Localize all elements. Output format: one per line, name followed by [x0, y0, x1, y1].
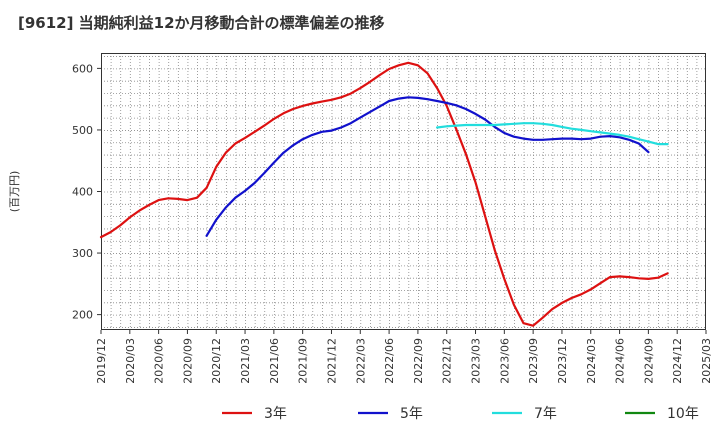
- x-tick-label: 2023/09: [527, 338, 540, 384]
- x-tick-label: 2024/12: [671, 338, 684, 384]
- series-layer: [99, 61, 669, 327]
- grid-layer: [101, 53, 706, 330]
- x-tick-label: 2024/03: [585, 338, 598, 384]
- y-tick-label: 600: [72, 62, 93, 75]
- plot-background: [101, 53, 706, 330]
- x-tick-label: 2021/06: [268, 338, 281, 384]
- x-tick-label: 2021/09: [297, 338, 310, 384]
- legend-label-1: 3年: [264, 406, 287, 422]
- x-tick-label: 2020/12: [210, 338, 223, 384]
- x-tick-label: 2023/06: [498, 338, 511, 384]
- x-tick-label: 2021/03: [239, 338, 252, 384]
- legend-label-4: 10年: [667, 406, 699, 422]
- legend-label-3: 7年: [534, 406, 557, 422]
- series-line-2: [205, 96, 650, 237]
- x-tick-label: 2022/06: [383, 338, 396, 384]
- legend-layer: 3年 5年 7年 10年: [222, 406, 699, 422]
- x-tick-label: 2022/12: [441, 338, 454, 384]
- x-tick-label: 2023/03: [470, 338, 483, 384]
- y-tick-label: 400: [72, 186, 93, 199]
- x-tick-label: 2023/12: [556, 338, 569, 384]
- legend-label-2: 5年: [400, 406, 423, 422]
- x-tick-label: 2021/12: [325, 338, 338, 384]
- y-tick-label: 300: [72, 247, 93, 260]
- series-line-3: [436, 122, 669, 146]
- x-tick-label: 2025/03: [700, 338, 713, 384]
- x-tick-label: 2024/06: [614, 338, 627, 384]
- chart-title: [9612] 当期純利益12か月移動合計の標準偏差の推移: [18, 14, 385, 32]
- y-axis-label: (百万円): [8, 171, 21, 213]
- series-line-1: [99, 61, 669, 327]
- y-tick-label: 500: [72, 124, 93, 137]
- axis-layer: 200 300 400 500 600 (百万円) 2019/12 2020/03 2020/0…: [8, 53, 713, 384]
- y-tick-label: 200: [72, 309, 93, 322]
- plot-frame: [101, 53, 706, 330]
- x-tick-label: 2020/09: [181, 338, 194, 384]
- x-tick-label: 2020/06: [153, 338, 166, 384]
- x-tick-label: 2024/09: [642, 338, 655, 384]
- x-tick-label: 2022/09: [412, 338, 425, 384]
- x-tick-label: 2022/03: [354, 338, 367, 384]
- x-tick-label: 2019/12: [95, 338, 108, 384]
- x-tick-label: 2020/03: [124, 338, 137, 384]
